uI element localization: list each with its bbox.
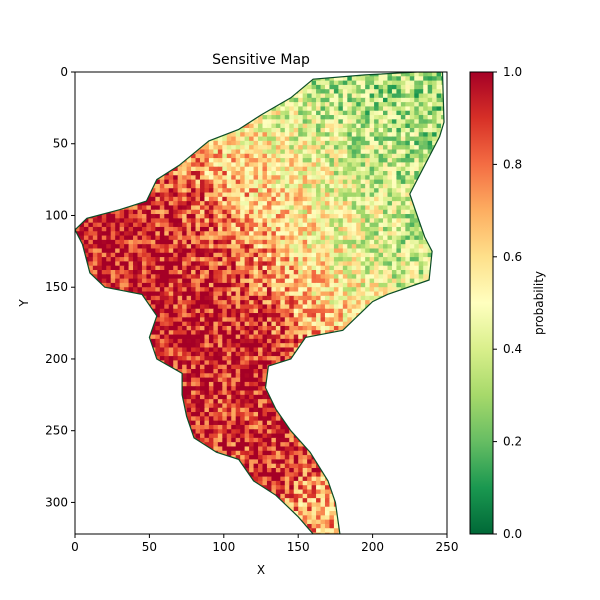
colorbar-label: probability: [532, 271, 546, 335]
heatmap-cells: [75, 72, 444, 534]
heatmap: [75, 72, 445, 534]
x-tick-label: 150: [287, 540, 310, 554]
x-tick-label: 50: [142, 540, 157, 554]
colorbar: [469, 71, 494, 535]
chart-title: Sensitive Map: [212, 52, 310, 68]
y-tick-label: 200: [45, 352, 68, 366]
y-tick-label: 150: [45, 280, 68, 294]
y-tick-label: 0: [60, 65, 68, 79]
x-axis: 0 50 100 150 200 250: [71, 534, 458, 554]
y-tick-label: 100: [45, 208, 68, 222]
colorbar-tick-label: 0.6: [503, 250, 522, 264]
plot-frame: [74, 71, 448, 535]
y-axis-label: Y: [17, 299, 31, 308]
region-outline: [75, 72, 445, 534]
colorbar-axis: 0.0 0.2 0.4 0.6 0.8 1.0: [493, 65, 522, 541]
y-tick-label: 300: [45, 495, 68, 509]
x-tick-label: 0: [71, 540, 79, 554]
y-axis: 0 50 100 150 200 250 300: [45, 65, 75, 509]
colorbar-tick-label: 0.2: [503, 435, 522, 449]
y-tick-label: 50: [53, 137, 68, 151]
colorbar-tick-label: 0.4: [503, 342, 522, 356]
x-tick-label: 250: [436, 540, 459, 554]
x-tick-label: 200: [361, 540, 384, 554]
colorbar-tick-label: 0.8: [503, 157, 522, 171]
x-axis-label: X: [257, 563, 265, 577]
y-tick-label: 250: [45, 424, 68, 438]
colorbar-tick-label: 1.0: [503, 65, 522, 79]
colorbar-tick-label: 0.0: [503, 527, 522, 541]
x-tick-label: 100: [212, 540, 235, 554]
